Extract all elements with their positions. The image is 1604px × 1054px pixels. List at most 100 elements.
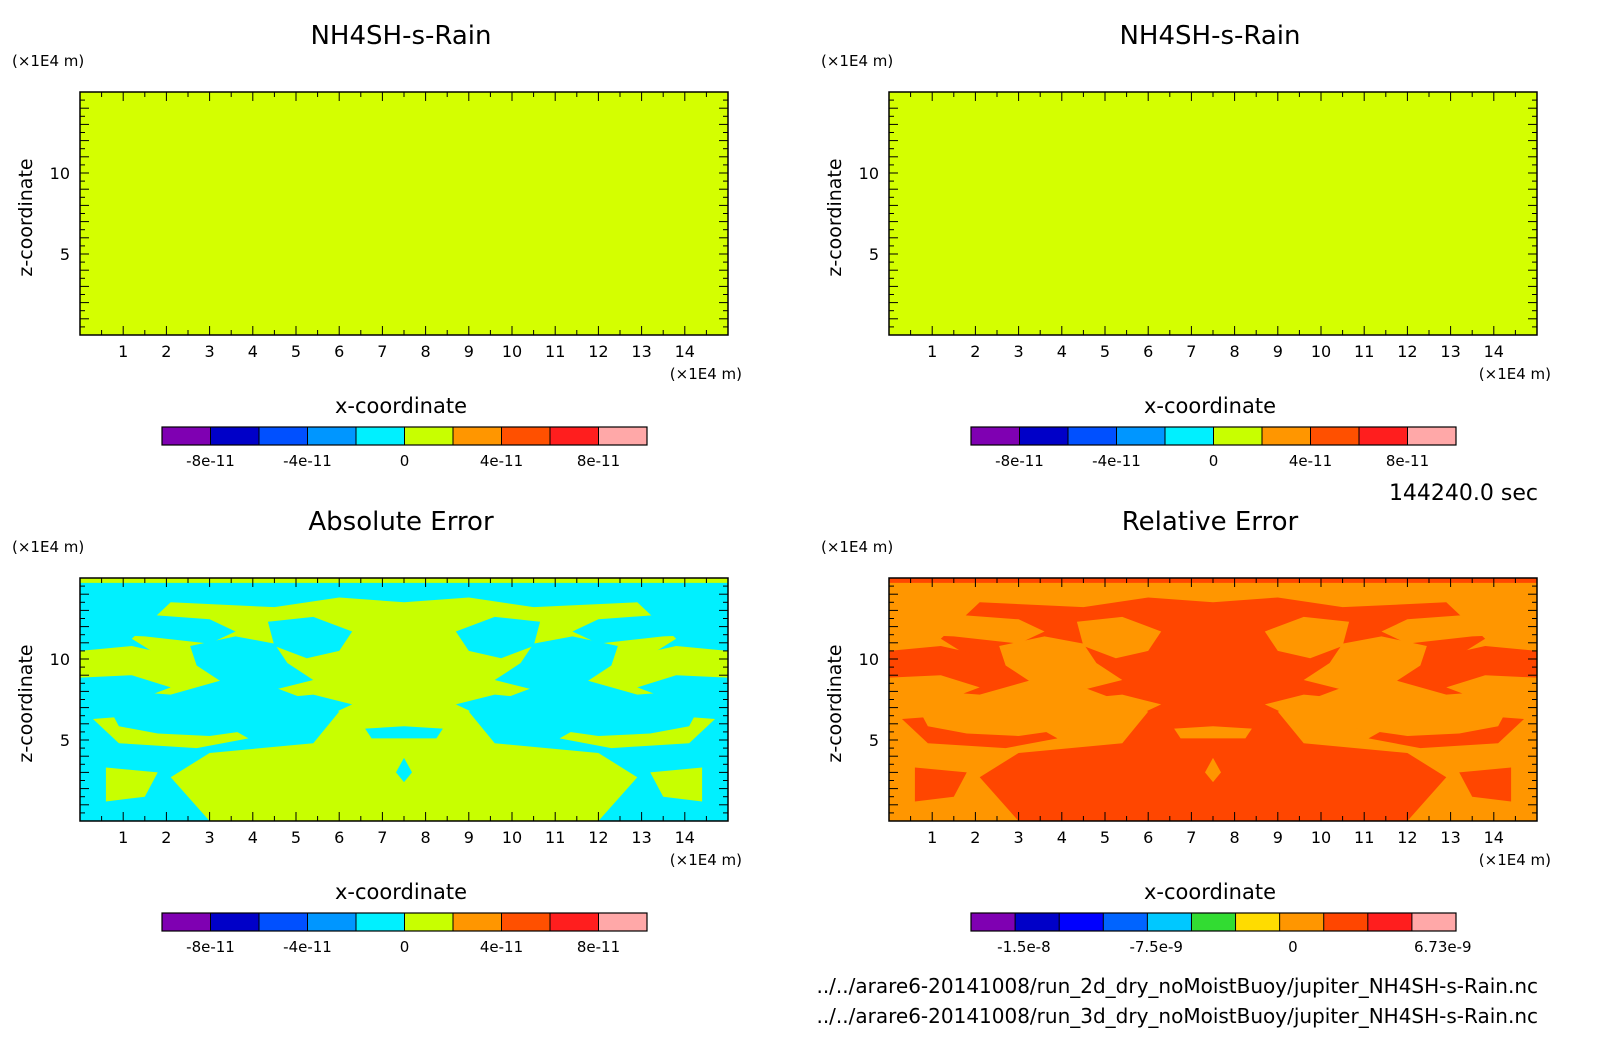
x-tick-label: 2 bbox=[970, 828, 980, 847]
field-region bbox=[1446, 675, 1537, 700]
x-tick-label: 5 bbox=[1100, 828, 1110, 847]
x-tick-label: 6 bbox=[1143, 828, 1153, 847]
x-tick-label: 7 bbox=[377, 828, 387, 847]
colorbar-frame bbox=[161, 912, 648, 932]
colorbar-label: -1.5e-8 bbox=[997, 938, 1050, 956]
colorbar-swatch bbox=[1367, 913, 1413, 931]
field-region bbox=[105, 767, 158, 802]
colorbar-swatch bbox=[1015, 913, 1060, 931]
x-tick-label: 11 bbox=[545, 828, 565, 847]
colorbar-swatch bbox=[210, 427, 260, 445]
chart-title: NH4SH-s-Rain bbox=[1119, 21, 1300, 51]
colorbar-swatch bbox=[598, 427, 648, 445]
x-tick-label: 3 bbox=[1014, 828, 1024, 847]
colorbar-label: -8e-11 bbox=[186, 938, 235, 956]
x-tick-label: 12 bbox=[588, 828, 608, 847]
field-region bbox=[1070, 694, 1162, 717]
colorbar-swatch bbox=[1116, 427, 1166, 445]
x-tick-label: 7 bbox=[1186, 828, 1196, 847]
field-region bbox=[365, 726, 404, 739]
x-axis-label: x-coordinate bbox=[335, 880, 467, 904]
colorbar-label: -4e-11 bbox=[1092, 452, 1141, 470]
x-tick-label: 3 bbox=[205, 342, 215, 361]
x-tick-label: 14 bbox=[1484, 828, 1504, 847]
field-fill bbox=[80, 92, 728, 335]
colorbar-swatch bbox=[404, 913, 454, 931]
field-region bbox=[261, 694, 353, 717]
x-tick-label: 2 bbox=[970, 342, 980, 361]
colorbar-swatch bbox=[1165, 427, 1214, 445]
field-region bbox=[267, 616, 353, 659]
x-tick-label: 12 bbox=[588, 342, 608, 361]
x-tick-label: 9 bbox=[464, 342, 474, 361]
field-region bbox=[572, 614, 728, 644]
file-path-2: ../../arare6-20141008/run_3d_dry_noMoist… bbox=[816, 1004, 1538, 1028]
x-tick-label: 3 bbox=[1014, 342, 1024, 361]
x-tick-label: 6 bbox=[1143, 342, 1153, 361]
colorbar-label: 0 bbox=[1288, 938, 1298, 956]
field-region bbox=[455, 616, 541, 659]
colorbar-label: 4e-11 bbox=[480, 938, 523, 956]
y-tick-label: 10 bbox=[859, 650, 879, 669]
x-tick-label: 7 bbox=[1186, 342, 1196, 361]
field bbox=[889, 578, 1537, 821]
colorbar-swatch bbox=[1310, 427, 1360, 445]
field-region bbox=[80, 578, 158, 610]
field-region bbox=[650, 578, 728, 610]
field-region bbox=[914, 767, 967, 802]
colorbar-swatch bbox=[162, 913, 211, 931]
x-tick-label: 14 bbox=[675, 828, 695, 847]
field-region bbox=[190, 636, 314, 690]
field-region bbox=[1459, 578, 1537, 610]
y-unit-label: (×1E4 m) bbox=[12, 538, 84, 556]
y-tick-label: 10 bbox=[50, 164, 70, 183]
chart-title: Absolute Error bbox=[308, 507, 494, 537]
chart-panel: Relative Error(×1E4 m)1 2 3 4 5 6 7 8 9 10 11 12 13 1… bbox=[821, 507, 1551, 956]
field-region bbox=[1264, 616, 1350, 659]
colorbar-swatch bbox=[356, 913, 405, 931]
y-unit-label: (×1E4 m) bbox=[821, 538, 893, 556]
colorbar-swatch bbox=[259, 427, 308, 445]
field-region bbox=[455, 694, 547, 717]
x-tick-label: 10 bbox=[502, 342, 522, 361]
colorbar-swatch bbox=[550, 913, 599, 931]
x-unit-label: (×1E4 m) bbox=[670, 851, 742, 869]
colorbar-swatch bbox=[598, 913, 648, 931]
x-tick-label: 10 bbox=[502, 828, 522, 847]
x-tick-label: 9 bbox=[1273, 342, 1283, 361]
x-tick-label: 6 bbox=[334, 342, 344, 361]
colorbar-label: -8e-11 bbox=[186, 452, 235, 470]
file-path-1: ../../arare6-20141008/run_2d_dry_noMoist… bbox=[816, 974, 1538, 998]
chart-title: NH4SH-s-Rain bbox=[310, 21, 491, 51]
colorbar-label: 0 bbox=[400, 938, 410, 956]
colorbar-label: 8e-11 bbox=[577, 938, 620, 956]
x-axis-label: x-coordinate bbox=[335, 394, 467, 418]
colorbar-swatch bbox=[1068, 427, 1117, 445]
field-region bbox=[1355, 711, 1505, 736]
field-region bbox=[546, 711, 696, 736]
y-axis-label: z-coordinate bbox=[824, 158, 846, 276]
colorbar-label: -4e-11 bbox=[283, 938, 332, 956]
colorbar-swatch bbox=[1103, 913, 1148, 931]
x-tick-label: 8 bbox=[1230, 828, 1240, 847]
x-tick-label: 4 bbox=[248, 342, 258, 361]
field-region bbox=[1381, 614, 1537, 644]
x-tick-label: 6 bbox=[334, 828, 344, 847]
colorbar-swatch bbox=[1359, 427, 1408, 445]
x-tick-label: 1 bbox=[927, 342, 937, 361]
field-fill bbox=[889, 92, 1537, 335]
x-tick-label: 11 bbox=[545, 342, 565, 361]
x-tick-label: 5 bbox=[1100, 342, 1110, 361]
x-unit-label: (×1E4 m) bbox=[670, 365, 742, 383]
colorbar-swatch bbox=[971, 427, 1020, 445]
x-tick-label: 1 bbox=[118, 828, 128, 847]
field-region bbox=[404, 726, 443, 739]
field-region bbox=[1459, 767, 1512, 802]
field-region bbox=[1213, 726, 1252, 739]
x-tick-label: 2 bbox=[161, 828, 171, 847]
y-tick-label: 5 bbox=[60, 245, 70, 264]
colorbar-swatch bbox=[1411, 913, 1457, 931]
field-region bbox=[494, 636, 618, 690]
colorbar-swatch bbox=[1323, 913, 1369, 931]
colorbar-label: 8e-11 bbox=[1386, 452, 1429, 470]
